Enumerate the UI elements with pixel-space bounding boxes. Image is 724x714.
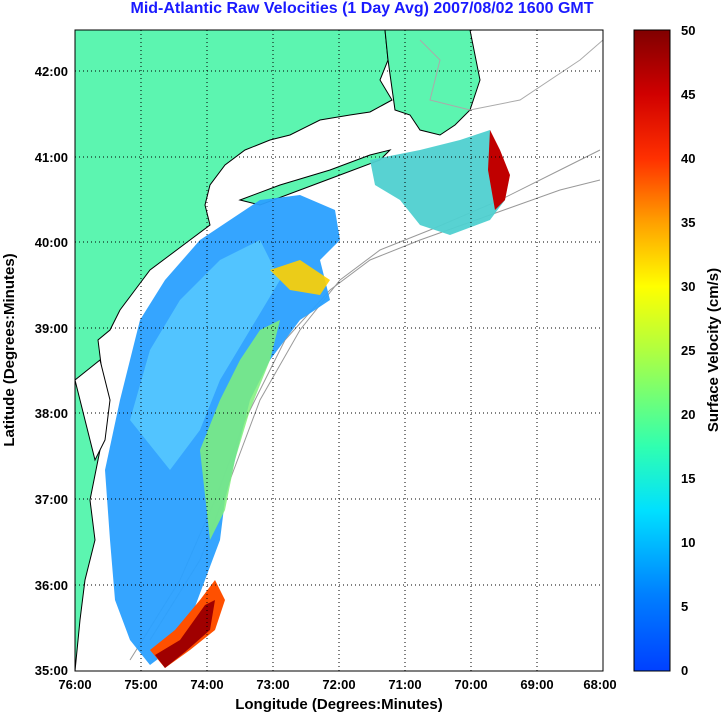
y-tick-label: 39:00 (35, 321, 68, 336)
x-tick-label: 74:00 (190, 677, 223, 692)
velocity-hotspot-north (488, 130, 510, 210)
velocity-hotspot-south (150, 580, 225, 668)
y-axis-label: Latitude (Degrees:Minutes) (1, 253, 18, 446)
colorbar-tick-label: 35 (681, 215, 695, 230)
colorbar-tick-label: 10 (681, 535, 695, 550)
x-tick-label: 70:00 (454, 677, 487, 692)
x-tick-label: 72:00 (322, 677, 355, 692)
y-tick-label: 35:00 (35, 663, 68, 678)
y-tick-label: 37:00 (35, 492, 68, 507)
cape-cod (384, 30, 481, 136)
y-tick-label: 38:00 (35, 406, 68, 421)
map-title: Mid-Atlantic Raw Velocities (1 Day Avg) … (130, 0, 594, 17)
colorbar-tick-label: 50 (681, 23, 695, 38)
plot-frame (74, 29, 604, 672)
x-tick-label: 71:00 (388, 677, 421, 692)
bay (75, 359, 111, 462)
x-tick-labels: 76:00 75:00 74:00 73:00 72:00 71:00 70:0… (58, 677, 616, 692)
velocity-hotspot-central (270, 260, 330, 295)
x-tick-label: 76:00 (58, 677, 91, 692)
colorbar-tick-label: 45 (681, 87, 695, 102)
x-tick-label: 68:00 (583, 677, 616, 692)
y-tick-label: 36:00 (35, 578, 68, 593)
x-tick-label: 75:00 (124, 677, 157, 692)
colorbar-tick-label: 25 (681, 343, 695, 358)
isobath-line (419, 39, 603, 111)
velocity-hotspot-south-max (155, 600, 215, 668)
y-tick-label: 41:00 (35, 150, 68, 165)
land-mass (75, 30, 393, 671)
x-axis-label: Longitude (Degrees:Minutes) (235, 696, 443, 713)
colorbar-tick-label: 40 (681, 151, 695, 166)
colorbar-tick-label: 30 (681, 279, 695, 294)
colorbar-tick-labels: 0 5 10 15 20 25 30 35 40 45 50 (681, 23, 695, 678)
colorbar-tick-label: 20 (681, 407, 695, 422)
colorbar-tick-label: 15 (681, 471, 695, 486)
colorbar-label: Surface Velocity (cm/s) (705, 268, 722, 432)
colorbar-tick-label: 5 (681, 599, 688, 614)
velocity-field-slope (200, 320, 280, 540)
velocity-field-north (370, 130, 505, 235)
y-tick-label: 42:00 (35, 64, 68, 79)
x-tick-label: 69:00 (520, 677, 553, 692)
x-tick-label: 73:00 (256, 677, 289, 692)
y-tick-labels: 35:00 36:00 37:00 38:00 39:00 40:00 41:0… (35, 64, 68, 678)
y-tick-label: 40:00 (35, 235, 68, 250)
colorbar-tick-label: 0 (681, 663, 688, 678)
colorbar (633, 29, 671, 672)
grid-lines (75, 30, 603, 671)
